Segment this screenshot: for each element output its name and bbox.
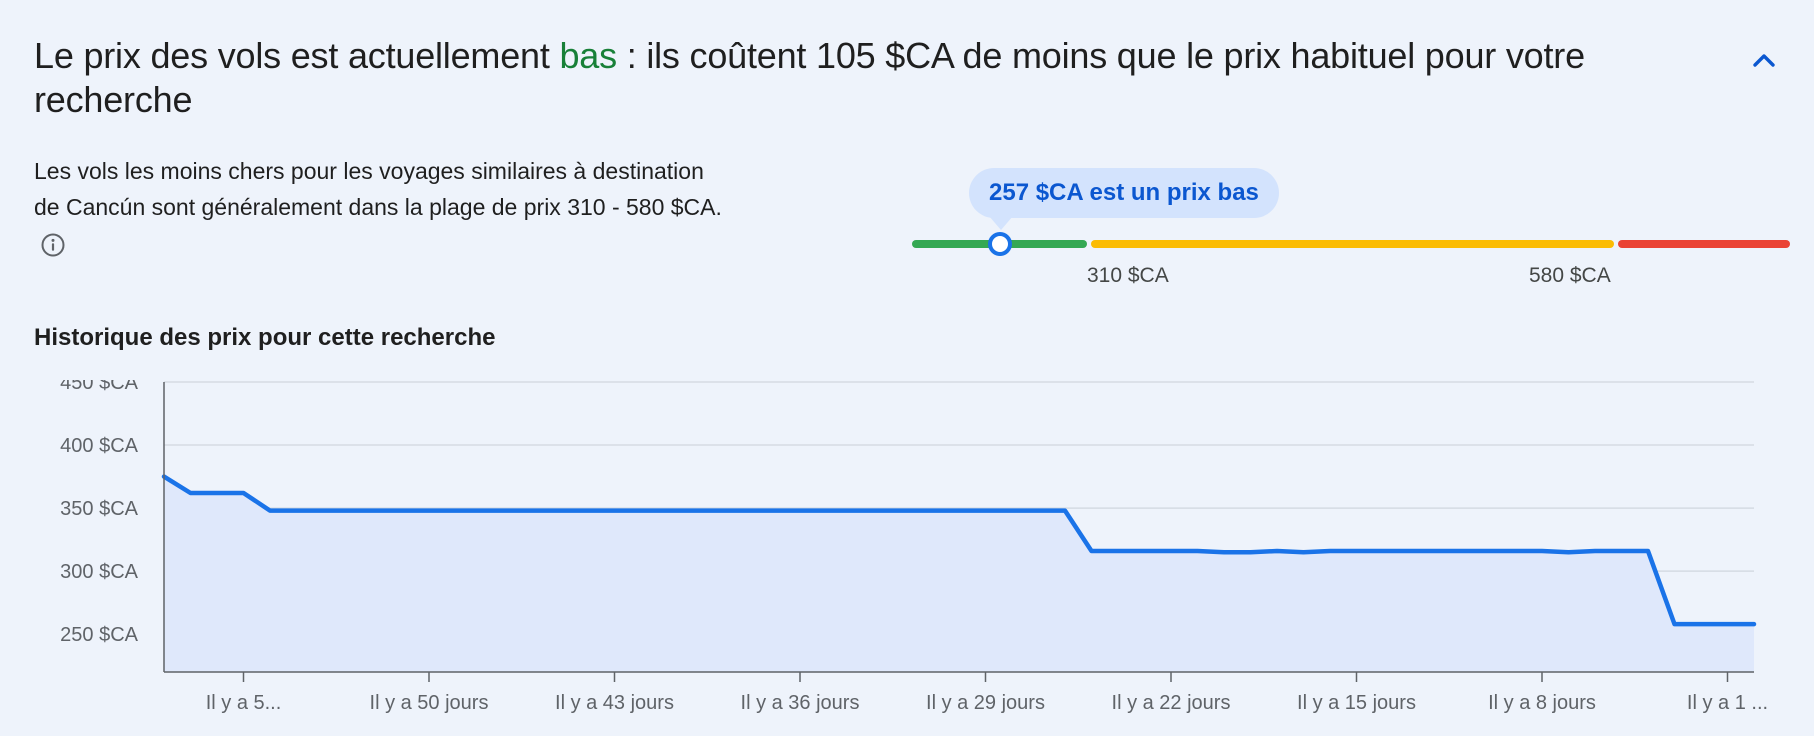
y-tick-label: 250 $CA <box>60 624 138 646</box>
high-price-segment <box>1618 240 1790 248</box>
info-icon[interactable] <box>40 232 66 258</box>
price-line-series <box>161 474 1757 627</box>
x-tick-label: Il y a 29 jours <box>926 692 1045 714</box>
price-history-chart[interactable]: 450 $CA 400 $CA 350 $CA 300 $CA 250 $CA Il y … <box>0 380 1814 736</box>
price-history-title: Historique des prix pour cette recherche <box>34 324 496 351</box>
typical-price-segment <box>1091 240 1614 248</box>
headline-prefix: Le prix des vols est actuellement <box>34 35 560 76</box>
typical-range-description: Les vols les moins chers pour les voyage… <box>34 153 734 261</box>
x-tick-label: Il y a 43 jours <box>555 692 674 714</box>
price-level-headline: Le prix des vols est actuellement bas : … <box>34 34 1654 122</box>
headline-suffix: : ils coûtent 105 $CA de moins que le pr… <box>34 35 1585 120</box>
y-tick-label: 350 $CA <box>60 498 138 520</box>
x-tick-label: Il y a 15 jours <box>1297 692 1416 714</box>
x-tick-label: Il y a 36 jours <box>741 692 860 714</box>
x-tick-label: Il y a 1 ... <box>1687 692 1768 714</box>
y-tick-label: 300 $CA <box>60 561 138 583</box>
y-tick-label: 450 $CA <box>60 380 138 394</box>
description-text: Les vols les moins chers pour les voyage… <box>34 158 722 220</box>
x-tick-label: Il y a 22 jours <box>1112 692 1231 714</box>
price-area-fill <box>164 476 1754 672</box>
x-tick-label: Il y a 5... <box>206 692 282 714</box>
x-tick-label: Il y a 50 jours <box>370 692 489 714</box>
collapse-button[interactable] <box>1744 40 1784 80</box>
chevron-up-icon <box>1753 54 1775 67</box>
range-low-label: 310 $CA <box>1087 264 1169 287</box>
tooltip-pointer <box>989 216 1013 230</box>
current-price-marker <box>988 232 1012 256</box>
range-high-label: 580 $CA <box>1529 264 1611 287</box>
current-price-tooltip: 257 $CA est un prix bas <box>969 168 1279 218</box>
x-tick-label: Il y a 8 jours <box>1488 692 1596 714</box>
price-level-word: bas <box>559 35 617 76</box>
y-tick-label: 400 $CA <box>60 435 138 457</box>
price-range-indicator: 257 $CA est un prix bas 310 $CA 580 $CA <box>900 168 1800 298</box>
